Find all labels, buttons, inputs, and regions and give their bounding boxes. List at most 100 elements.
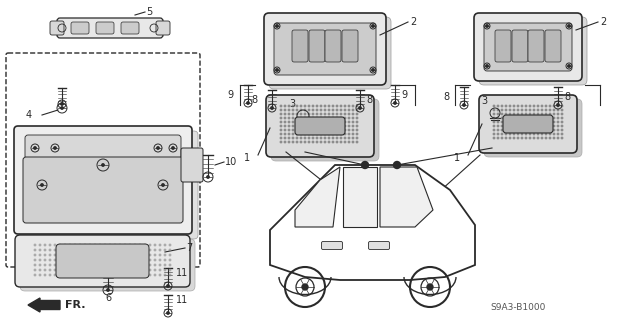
Circle shape: [497, 129, 499, 131]
FancyBboxPatch shape: [25, 135, 181, 159]
Text: S9A3-B1000: S9A3-B1000: [490, 303, 546, 313]
Circle shape: [549, 133, 551, 135]
Circle shape: [84, 249, 86, 251]
FancyArrow shape: [28, 298, 60, 312]
Circle shape: [549, 105, 551, 107]
Circle shape: [284, 105, 286, 107]
Circle shape: [497, 105, 499, 107]
Circle shape: [332, 113, 334, 115]
Circle shape: [284, 137, 286, 139]
Circle shape: [541, 125, 543, 127]
Circle shape: [344, 133, 346, 135]
Circle shape: [79, 264, 81, 266]
Circle shape: [427, 284, 433, 290]
Circle shape: [104, 274, 106, 276]
Circle shape: [60, 254, 61, 256]
Circle shape: [34, 269, 36, 271]
Circle shape: [149, 254, 151, 256]
Circle shape: [169, 264, 171, 266]
Circle shape: [561, 117, 563, 119]
FancyBboxPatch shape: [325, 30, 341, 62]
FancyBboxPatch shape: [14, 126, 192, 234]
Circle shape: [292, 105, 294, 107]
Circle shape: [549, 121, 551, 123]
Circle shape: [84, 244, 86, 246]
Circle shape: [340, 125, 342, 127]
Circle shape: [509, 133, 511, 135]
Circle shape: [300, 113, 302, 115]
Circle shape: [509, 109, 511, 111]
Circle shape: [557, 117, 559, 119]
Circle shape: [280, 121, 282, 123]
Circle shape: [553, 113, 555, 115]
Circle shape: [119, 259, 121, 261]
Circle shape: [94, 244, 96, 246]
Circle shape: [328, 129, 330, 131]
Circle shape: [89, 269, 91, 271]
Circle shape: [164, 264, 166, 266]
Circle shape: [537, 105, 539, 107]
Circle shape: [300, 125, 302, 127]
Circle shape: [110, 259, 111, 261]
FancyBboxPatch shape: [495, 30, 511, 62]
Polygon shape: [295, 167, 340, 227]
Circle shape: [316, 121, 318, 123]
Text: 3: 3: [481, 96, 487, 106]
Circle shape: [344, 109, 346, 111]
Text: 7: 7: [186, 243, 192, 253]
Circle shape: [54, 244, 56, 246]
Circle shape: [99, 264, 101, 266]
Circle shape: [296, 117, 298, 119]
Circle shape: [545, 137, 547, 139]
Circle shape: [304, 121, 306, 123]
Circle shape: [493, 137, 495, 139]
Circle shape: [497, 113, 499, 115]
Circle shape: [340, 105, 342, 107]
Circle shape: [160, 264, 161, 266]
Circle shape: [501, 121, 503, 123]
Circle shape: [316, 109, 318, 111]
Circle shape: [69, 254, 71, 256]
Circle shape: [99, 274, 101, 276]
Circle shape: [328, 133, 330, 135]
Circle shape: [356, 105, 358, 107]
Circle shape: [104, 259, 106, 261]
Circle shape: [561, 105, 563, 107]
Circle shape: [79, 244, 81, 246]
Circle shape: [44, 244, 46, 246]
Circle shape: [320, 117, 322, 119]
Circle shape: [60, 264, 61, 266]
Circle shape: [340, 117, 342, 119]
Circle shape: [304, 125, 306, 127]
Circle shape: [505, 137, 507, 139]
Circle shape: [296, 125, 298, 127]
Circle shape: [134, 264, 136, 266]
Circle shape: [394, 162, 401, 169]
Text: 8: 8: [366, 95, 372, 105]
Circle shape: [169, 269, 171, 271]
Circle shape: [154, 274, 156, 276]
Circle shape: [64, 249, 66, 251]
Circle shape: [525, 121, 527, 123]
Circle shape: [352, 141, 354, 143]
Circle shape: [557, 133, 559, 135]
Circle shape: [304, 117, 306, 119]
Circle shape: [513, 113, 515, 115]
Circle shape: [553, 137, 555, 139]
Circle shape: [61, 107, 63, 109]
Circle shape: [493, 109, 495, 111]
Circle shape: [517, 109, 519, 111]
Circle shape: [164, 274, 166, 276]
Text: 11: 11: [176, 295, 188, 305]
Circle shape: [296, 133, 298, 135]
Circle shape: [509, 105, 511, 107]
Circle shape: [296, 141, 298, 143]
Circle shape: [154, 259, 156, 261]
Circle shape: [292, 141, 294, 143]
Circle shape: [513, 121, 515, 123]
Circle shape: [99, 254, 101, 256]
Circle shape: [332, 137, 334, 139]
Circle shape: [110, 254, 111, 256]
Circle shape: [44, 264, 46, 266]
Circle shape: [288, 113, 290, 115]
